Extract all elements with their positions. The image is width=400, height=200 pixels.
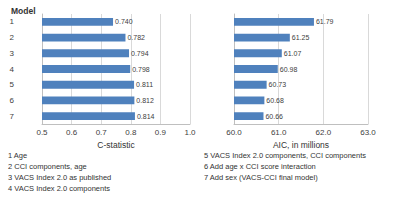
svg-text:63.0: 63.0 <box>360 128 376 137</box>
svg-text:AIC, in millions: AIC, in millions <box>273 140 329 150</box>
svg-text:0.798: 0.798 <box>132 66 150 73</box>
svg-text:61.0: 61.0 <box>271 128 287 137</box>
svg-text:4: 4 <box>10 65 15 74</box>
svg-text:0.740: 0.740 <box>115 18 133 25</box>
html-text:3 VACS Index 2.0 as published: 3 VACS Index 2.0 as published <box>8 173 112 182</box>
svg-text:0.7: 0.7 <box>96 128 108 137</box>
svg-text:C-statistic: C-statistic <box>97 140 135 150</box>
html-text:6 Add age x CCI score interact: 6 Add age x CCI score interaction <box>204 162 316 171</box>
svg-text:62.0: 62.0 <box>316 128 332 137</box>
svg-text:60.0: 60.0 <box>226 128 242 137</box>
svg-text:60.73: 60.73 <box>269 81 287 88</box>
svg-text:Model: Model <box>11 6 36 16</box>
svg-text:60.98: 60.98 <box>280 66 298 73</box>
svg-text:7: 7 <box>10 112 15 121</box>
svg-text:61.07: 61.07 <box>284 50 302 57</box>
svg-text:2: 2 <box>10 33 15 42</box>
svg-text:0.9: 0.9 <box>155 128 167 137</box>
svg-text:1.0: 1.0 <box>184 128 196 137</box>
svg-text:0.812: 0.812 <box>136 97 154 104</box>
svg-text:5: 5 <box>10 80 15 89</box>
svg-text:0.794: 0.794 <box>131 50 149 57</box>
html-text:2 CCI components, age: 2 CCI components, age <box>8 162 87 171</box>
svg-text:6: 6 <box>10 96 15 105</box>
html-text:1 Age: 1 Age <box>8 151 28 160</box>
svg-text:0.811: 0.811 <box>136 81 153 88</box>
html-text:7 Add sex (VACS-CCI final mode: 7 Add sex (VACS-CCI final model) <box>204 173 318 182</box>
html-text:4 VACS Index 2.0 components: 4 VACS Index 2.0 components <box>8 184 110 193</box>
svg-text:0.6: 0.6 <box>66 128 78 137</box>
svg-text:0.814: 0.814 <box>137 113 155 120</box>
svg-text:3: 3 <box>10 49 15 58</box>
svg-text:61.79: 61.79 <box>316 18 334 25</box>
svg-text:1: 1 <box>10 17 15 26</box>
svg-text:0.782: 0.782 <box>127 34 145 41</box>
svg-text:61.25: 61.25 <box>292 34 310 41</box>
svg-text:60.66: 60.66 <box>265 113 283 120</box>
svg-text:0.8: 0.8 <box>125 128 137 137</box>
html-text:5 VACS Index 2.0 components, C: 5 VACS Index 2.0 components, CCI compone… <box>204 151 366 160</box>
svg-text:0.5: 0.5 <box>36 128 48 137</box>
svg-text:60.68: 60.68 <box>266 97 284 104</box>
